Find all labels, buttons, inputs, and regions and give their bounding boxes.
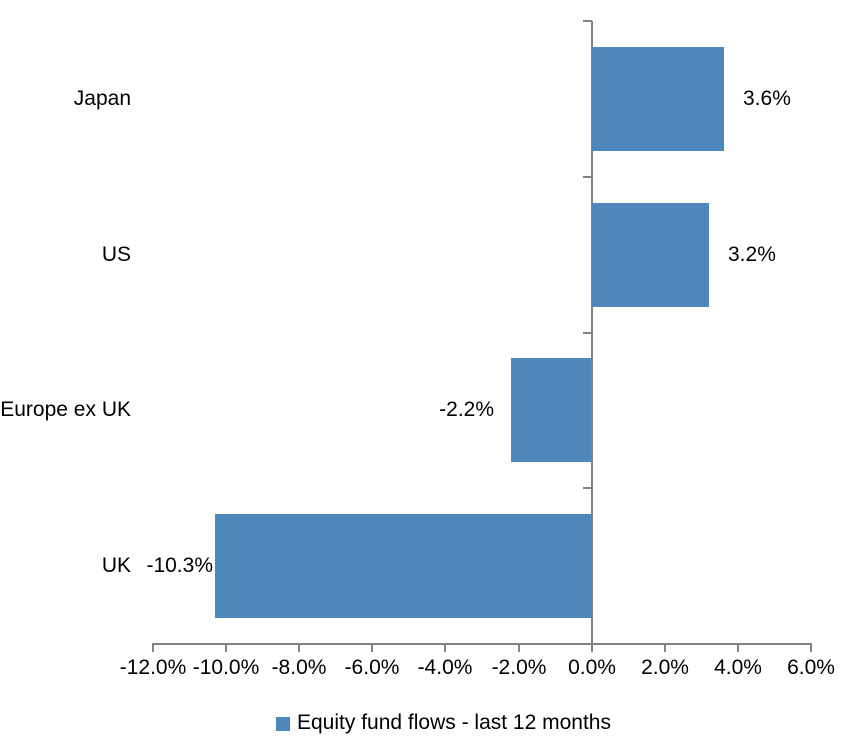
x-tick [225, 644, 227, 652]
x-tick-label: 2.0% [641, 656, 689, 679]
bar-japan [592, 47, 724, 151]
value-label-europe-ex-uk: -2.2% [439, 398, 494, 421]
x-tick-label: -10.0% [192, 656, 260, 679]
x-tick [810, 644, 812, 652]
x-tick-label: 4.0% [714, 656, 762, 679]
x-tick-label: -8.0% [271, 656, 327, 679]
x-tick-label: 0.0% [568, 656, 616, 679]
category-label-us: US [101, 243, 131, 266]
category-label-uk: UK [101, 554, 131, 577]
x-tick [444, 644, 446, 652]
x-tick-label: -6.0% [344, 656, 400, 679]
value-label-japan: 3.6% [743, 87, 791, 110]
y-tick [583, 176, 592, 178]
x-tick [664, 644, 666, 652]
x-tick [152, 644, 154, 652]
y-tick [583, 643, 592, 645]
y-tick [583, 487, 592, 489]
legend-marker-icon [276, 717, 290, 731]
x-tick-label: -4.0% [417, 656, 473, 679]
bar-europe-ex-uk [511, 358, 591, 462]
x-tick [371, 644, 373, 652]
y-tick [583, 332, 592, 334]
bar-us [592, 203, 709, 307]
legend: Equity fund flows - last 12 months [276, 711, 611, 735]
x-tick [518, 644, 520, 652]
x-tick-label: -2.0% [491, 656, 547, 679]
category-label-europe-ex-uk: Europe ex UK [0, 398, 131, 421]
y-tick [583, 20, 592, 22]
x-tick [737, 644, 739, 652]
value-label-uk: -10.3% [146, 554, 213, 577]
y-axis-line [591, 21, 593, 646]
x-axis-line [152, 643, 812, 645]
x-tick [591, 644, 593, 652]
category-label-japan: Japan [73, 87, 131, 110]
x-tick-label: -12.0% [119, 656, 187, 679]
bar-uk [215, 514, 592, 618]
value-label-us: 3.2% [728, 243, 776, 266]
legend-label: Equity fund flows - last 12 months [297, 711, 611, 734]
x-tick [298, 644, 300, 652]
x-tick-label: 6.0% [787, 656, 835, 679]
